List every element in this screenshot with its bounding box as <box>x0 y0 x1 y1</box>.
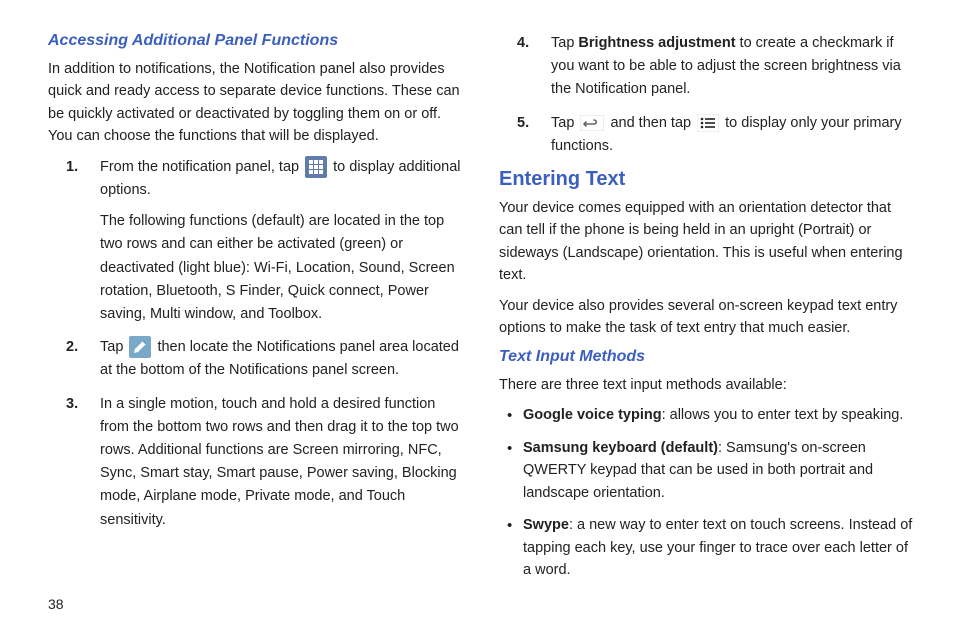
item-subparagraph: The following functions (default) are lo… <box>100 210 463 326</box>
item-text-pre: From the notification panel, tap <box>100 159 303 175</box>
item-number: 1. <box>66 156 78 179</box>
bold-term: Brightness adjustment <box>578 35 735 51</box>
item-number: 3. <box>66 393 78 416</box>
item-text-pre: Tap <box>100 339 127 355</box>
list-item: 4. Tap Brightness adjustment to create a… <box>517 32 914 102</box>
item-text-mid: and then tap <box>606 115 695 131</box>
item-text: In a single motion, touch and hold a des… <box>100 396 459 528</box>
item-number: 4. <box>517 32 529 55</box>
intro-paragraph: In addition to notifications, the Notifi… <box>48 58 463 148</box>
bullet-list: Google voice typing: allows you to enter… <box>507 404 914 581</box>
list-item: 2. Tap then locate the Notifications pan… <box>66 336 463 382</box>
paragraph: Your device also provides several on-scr… <box>499 295 914 340</box>
list-item: Swype: a new way to enter text on touch … <box>507 514 914 581</box>
pencil-icon <box>129 336 151 358</box>
bold-term: Swype <box>523 517 569 533</box>
list-item: Samsung keyboard (default): Samsung's on… <box>507 437 914 504</box>
paragraph: Your device comes equipped with an orien… <box>499 197 914 287</box>
grid-icon <box>305 156 327 178</box>
section-heading: Entering Text <box>499 168 914 191</box>
paragraph: There are three text input methods avail… <box>499 374 914 396</box>
right-column: 4. Tap Brightness adjustment to create a… <box>499 32 914 592</box>
left-column: Accessing Additional Panel Functions In … <box>48 32 463 592</box>
list-item: Google voice typing: allows you to enter… <box>507 404 914 426</box>
bold-term: Samsung keyboard (default) <box>523 440 718 456</box>
item-number: 2. <box>66 336 78 359</box>
page-number: 38 <box>48 596 64 612</box>
list-lines-icon <box>697 114 719 132</box>
item-text-post: then locate the Notifications panel area… <box>100 339 459 378</box>
item-text-pre: Tap <box>551 115 578 131</box>
bold-term: Google voice typing <box>523 407 662 423</box>
document-page: Accessing Additional Panel Functions In … <box>0 0 954 612</box>
item-rest: : allows you to enter text by speaking. <box>662 407 904 423</box>
numbered-list: 1. From the notification panel, tap to d… <box>66 156 463 532</box>
numbered-list: 4. Tap Brightness adjustment to create a… <box>517 32 914 158</box>
section-heading: Accessing Additional Panel Functions <box>48 32 463 50</box>
list-item: 1. From the notification panel, tap to d… <box>66 156 463 326</box>
item-rest: : a new way to enter text on touch scree… <box>523 517 912 578</box>
item-text-pre: Tap <box>551 35 578 51</box>
list-item: 3. In a single motion, touch and hold a … <box>66 393 463 532</box>
subsection-heading: Text Input Methods <box>499 348 914 366</box>
back-icon <box>580 115 604 131</box>
item-number: 5. <box>517 112 529 135</box>
list-item: 5. Tap and then tap to display only your… <box>517 112 914 158</box>
